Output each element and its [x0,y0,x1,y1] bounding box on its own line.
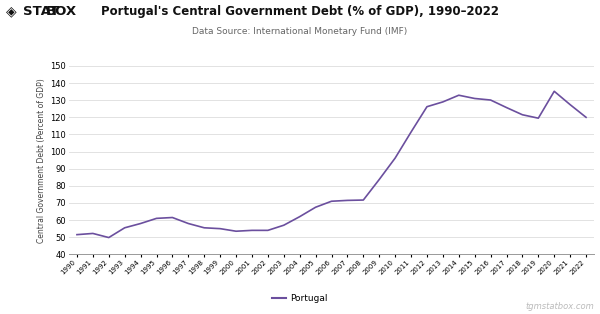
Text: ◈: ◈ [6,5,17,19]
Text: Portugal's Central Government Debt (% of GDP), 1990–2022: Portugal's Central Government Debt (% of… [101,5,499,18]
Text: STAT: STAT [23,5,59,18]
Legend: Portugal: Portugal [269,290,331,306]
Y-axis label: Central Government Debt (Percent of GDP): Central Government Debt (Percent of GDP) [37,78,46,242]
Text: tgmstatbox.com: tgmstatbox.com [525,302,594,311]
Text: BOX: BOX [46,5,77,18]
Text: Data Source: International Monetary Fund (IMF): Data Source: International Monetary Fund… [193,27,407,36]
